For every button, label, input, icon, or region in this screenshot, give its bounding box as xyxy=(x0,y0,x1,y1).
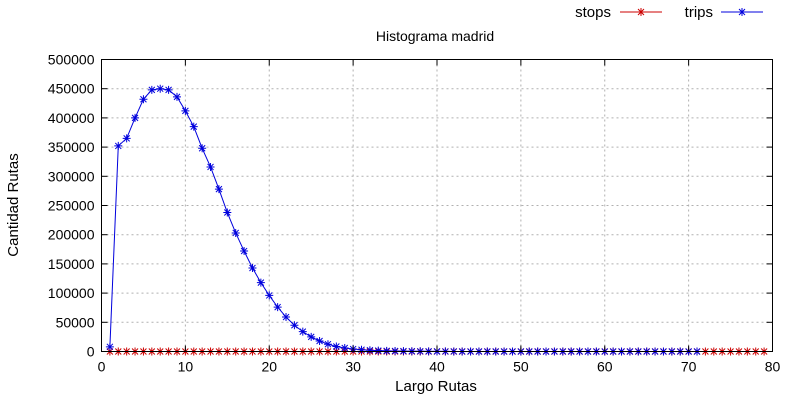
y-axis-title: Cantidad Rutas xyxy=(5,153,22,256)
trips-point xyxy=(382,346,391,355)
trips-point xyxy=(365,346,374,355)
trips-point xyxy=(189,122,198,131)
x-tick-label: 10 xyxy=(178,359,194,375)
chart-title: Histograma madrid xyxy=(376,28,494,44)
trips-point xyxy=(231,228,240,237)
trips-point xyxy=(105,342,114,351)
trips-point xyxy=(147,85,156,94)
trips-point xyxy=(265,291,274,300)
x-tick-label: 50 xyxy=(513,359,529,375)
trips-point xyxy=(315,336,324,345)
legend: stops trips xyxy=(575,4,763,21)
y-tick-label: 200000 xyxy=(48,227,95,243)
y-tick-label: 500000 xyxy=(48,52,95,68)
trips-legend-label: trips xyxy=(685,4,713,21)
trips-point xyxy=(290,321,299,330)
trips-point xyxy=(282,313,291,322)
trips-point xyxy=(114,141,123,150)
axis-ticks: 0 10 20 30 40 50 60 70 80 0 50000 100000 150000 20000… xyxy=(48,52,781,375)
trips-point xyxy=(181,106,190,115)
trips-point xyxy=(273,303,282,312)
trips-point xyxy=(172,92,181,101)
x-tick-label: 60 xyxy=(597,359,613,375)
trips-point xyxy=(206,162,215,171)
y-tick-label: 100000 xyxy=(48,285,95,301)
stops-legend-label: stops xyxy=(575,4,611,21)
trips-point xyxy=(332,342,341,351)
x-tick-label: 20 xyxy=(261,359,277,375)
trips-point xyxy=(248,263,257,272)
x-tick-label: 80 xyxy=(765,359,781,375)
stops-legend-marker xyxy=(637,8,645,16)
trips-point xyxy=(156,84,165,93)
trips-point xyxy=(323,340,332,349)
trips-point xyxy=(374,346,383,355)
x-tick-label: 40 xyxy=(429,359,445,375)
y-tick-label: 450000 xyxy=(48,81,95,97)
x-axis-title: Largo Rutas xyxy=(395,378,477,395)
trips-point xyxy=(223,208,232,217)
y-tick-label: 350000 xyxy=(48,139,95,155)
trips-point xyxy=(256,278,265,287)
x-tick-label: 70 xyxy=(681,359,697,375)
trips-point xyxy=(164,85,173,94)
y-tick-label: 400000 xyxy=(48,110,95,126)
y-tick-label: 50000 xyxy=(56,314,95,330)
y-tick-label: 150000 xyxy=(48,256,95,272)
x-tick-label: 0 xyxy=(98,359,106,375)
trips-point xyxy=(139,95,148,104)
grid xyxy=(101,59,773,352)
y-tick-label: 300000 xyxy=(48,168,95,184)
trips-point xyxy=(340,343,349,352)
trips-point xyxy=(240,247,249,256)
trips-series xyxy=(105,84,702,356)
trips-point xyxy=(131,113,140,122)
y-tick-label: 250000 xyxy=(48,198,95,214)
trips-point xyxy=(214,185,223,194)
trips-legend-marker xyxy=(738,8,746,16)
trips-point xyxy=(298,327,307,336)
trips-point xyxy=(198,144,207,153)
trips-point xyxy=(122,134,131,143)
trips-point xyxy=(357,345,366,354)
trips-line xyxy=(109,88,698,352)
y-tick-label: 0 xyxy=(87,344,95,360)
x-tick-label: 30 xyxy=(345,359,361,375)
trips-point xyxy=(307,332,316,341)
